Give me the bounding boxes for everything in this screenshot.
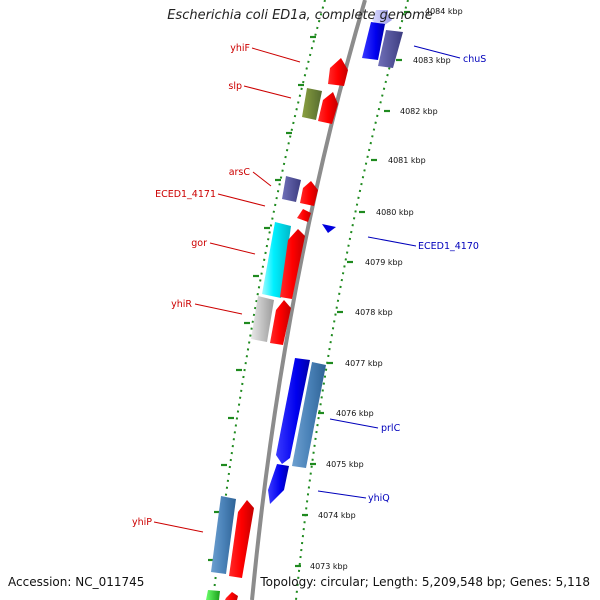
gene-arrow[interactable] [211, 496, 236, 574]
gene-label-yhiR[interactable]: yhiR [171, 299, 192, 310]
gene-arrow[interactable] [282, 176, 301, 202]
gene-labels: yhiF slp arsC ECED1_4171 gor yhiR yhiP c… [132, 43, 486, 528]
tick-label: 4077 kbp [345, 359, 383, 368]
gene-arrow[interactable] [300, 181, 318, 206]
gene-arrow[interactable] [378, 30, 403, 68]
tick-labels: 4084 kbp 4083 kbp 4082 kbp 4081 kbp 4080… [310, 7, 463, 571]
gene-label-yhiP[interactable]: yhiP [132, 517, 152, 528]
gene-arrow[interactable] [225, 592, 238, 600]
gene-label-yhiQ[interactable]: yhiQ [368, 493, 390, 504]
gene-label-chuS[interactable]: chuS [463, 54, 486, 65]
gene-arrow[interactable] [262, 222, 291, 298]
tick-label: 4083 kbp [413, 56, 451, 65]
topology-text: Topology: circular; Length: 5,209,548 bp… [260, 575, 590, 589]
gene-arrow[interactable] [328, 58, 348, 86]
gene-arrow[interactable] [251, 296, 274, 342]
label-leaders [153, 45, 461, 533]
gene-arrow[interactable] [322, 224, 336, 233]
reverse-genes [206, 58, 348, 600]
gene-arrow[interactable] [276, 358, 310, 464]
tick-track-outer [295, 0, 409, 600]
gene-label-arsC[interactable]: arsC [229, 167, 251, 178]
gene-label-gor[interactable]: gor [191, 238, 207, 249]
gene-arrow[interactable] [297, 209, 311, 222]
gene-arrow[interactable] [292, 362, 326, 468]
gene-arrow[interactable] [206, 590, 220, 600]
tick-label: 4081 kbp [388, 156, 426, 165]
gene-label-prlC[interactable]: prlC [381, 423, 401, 434]
tick-label: 4084 kbp [425, 7, 463, 16]
tick-label: 4075 kbp [326, 460, 364, 469]
gene-arrow[interactable] [280, 229, 305, 299]
tick-label: 4082 kbp [400, 107, 438, 116]
tick-label: 4080 kbp [376, 208, 414, 217]
tick-label: 4078 kbp [355, 308, 393, 317]
gene-arrow[interactable] [270, 300, 291, 345]
gene-arrow[interactable] [229, 500, 254, 578]
tick-label: 4074 kbp [318, 511, 356, 520]
gene-label-slp[interactable]: slp [228, 81, 242, 92]
gene-arrow[interactable] [302, 88, 322, 120]
gene-arrow[interactable] [318, 92, 338, 124]
tick-label: 4079 kbp [365, 258, 403, 267]
gene-label-yhiF[interactable]: yhiF [230, 43, 250, 54]
accession-text: Accession: NC_011745 [8, 575, 145, 589]
map-title: Escherichia coli ED1a, complete genome [167, 8, 433, 23]
gene-label-ECED1_4171[interactable]: ECED1_4171 [155, 189, 216, 200]
tick-label: 4076 kbp [336, 409, 374, 418]
tick-label: 4073 kbp [310, 562, 348, 571]
forward-genes [268, 10, 403, 504]
gene-arrow[interactable] [362, 22, 385, 60]
gene-arrow[interactable] [268, 464, 289, 504]
gene-label-ECED1_4170[interactable]: ECED1_4170 [418, 241, 479, 252]
